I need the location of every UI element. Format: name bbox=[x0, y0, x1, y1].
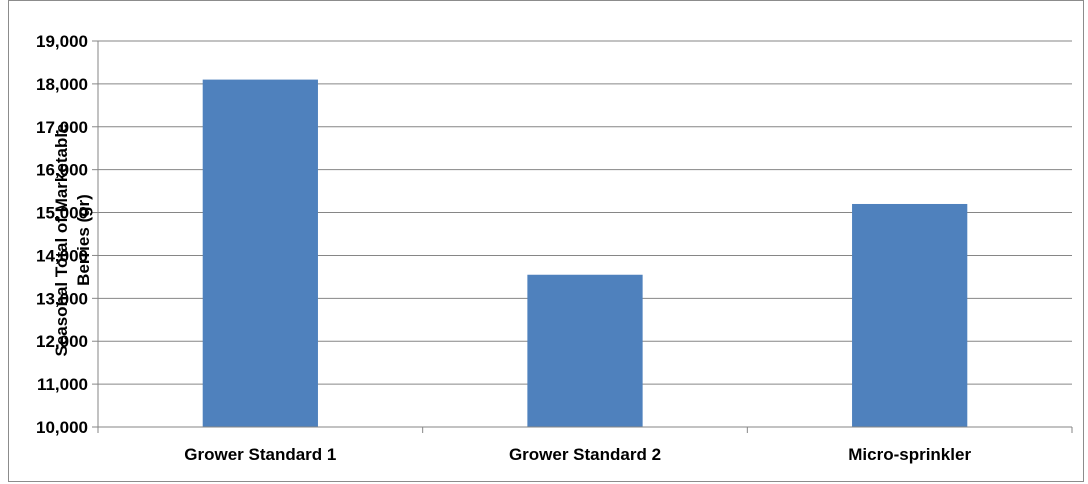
y-tick-labels: 10,000 11,000 12,000 13,000 14,000 15,000 16,0… bbox=[36, 32, 88, 437]
y-axis-label-line: Berries (gr) bbox=[74, 194, 93, 286]
y-axis-label: Seasonal Total of Marketable Berries (gr) bbox=[52, 123, 93, 356]
x-tick-label: Grower Standard 2 bbox=[509, 445, 661, 464]
bars bbox=[202, 79, 968, 427]
y-tick-label: 16,000 bbox=[36, 161, 88, 180]
y-tick-label: 12,000 bbox=[36, 332, 88, 351]
y-axis-label-line: Seasonal Total of Marketable bbox=[52, 123, 71, 356]
bar bbox=[202, 79, 318, 427]
x-tick-label: Grower Standard 1 bbox=[184, 445, 336, 464]
y-tick-label: 14,000 bbox=[36, 246, 88, 265]
y-tick-label: 15,000 bbox=[36, 204, 88, 223]
x-tick-label: Micro-sprinkler bbox=[848, 445, 971, 464]
bar bbox=[852, 203, 968, 427]
y-tick-label: 13,000 bbox=[36, 289, 88, 308]
bar bbox=[527, 274, 643, 427]
axes bbox=[92, 40, 1073, 433]
y-tick-label: 17,000 bbox=[36, 118, 88, 137]
y-tick-label: 10,000 bbox=[36, 418, 88, 437]
y-tick-label: 19,000 bbox=[36, 32, 88, 51]
x-tick-labels: Grower Standard 1 Grower Standard 2 Micro-… bbox=[184, 445, 971, 464]
y-tick-label: 11,000 bbox=[37, 375, 88, 394]
y-tick-label: 18,000 bbox=[36, 75, 88, 94]
